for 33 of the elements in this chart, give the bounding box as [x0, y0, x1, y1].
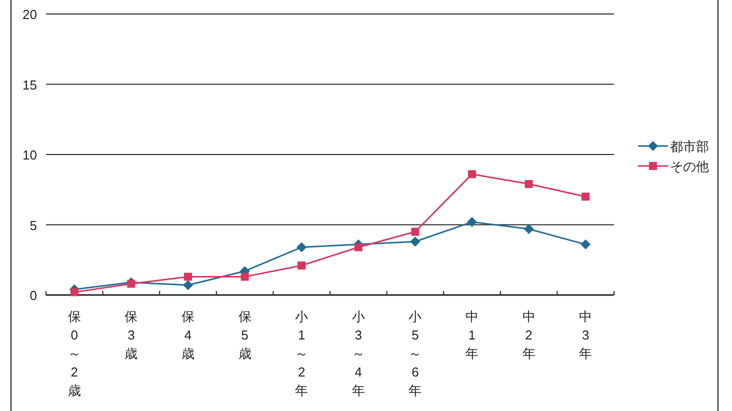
x-tick-label: 保5歳 — [238, 309, 252, 361]
x-tick-label: 小1～2年 — [295, 309, 308, 398]
x-tick-label: 保3歳 — [124, 309, 138, 361]
point — [580, 239, 591, 250]
point — [183, 280, 193, 290]
x-tick-label: 保0～2歳 — [68, 309, 81, 398]
x-tick-label: 小5～6年 — [408, 309, 422, 398]
point — [298, 261, 306, 270]
point — [411, 228, 420, 236]
point — [70, 288, 78, 296]
y-tick-label: 5 — [30, 218, 37, 233]
point — [184, 272, 192, 281]
y-tick-label: 20 — [22, 7, 37, 22]
x-tick-label: 小3～4年 — [352, 309, 365, 398]
y-tick-label: 10 — [22, 148, 37, 162]
point — [296, 242, 307, 252]
point — [582, 192, 590, 201]
point — [468, 170, 476, 178]
legend-label: 都市部 — [670, 139, 709, 154]
point — [354, 243, 362, 252]
x-tick-label: 中2年 — [522, 309, 536, 361]
point — [127, 280, 136, 288]
legend-label: その他 — [670, 159, 709, 174]
x-tick-label: 中3年 — [579, 309, 592, 361]
point — [410, 236, 420, 247]
x-tick-label: 保4歳 — [182, 309, 194, 361]
point — [524, 180, 533, 188]
y-tick-label: 15 — [22, 77, 37, 92]
point — [240, 272, 249, 281]
point — [467, 216, 477, 227]
y-tick-label: 0 — [30, 288, 37, 303]
x-tick-label: 中1年 — [466, 309, 478, 361]
point — [524, 224, 534, 234]
